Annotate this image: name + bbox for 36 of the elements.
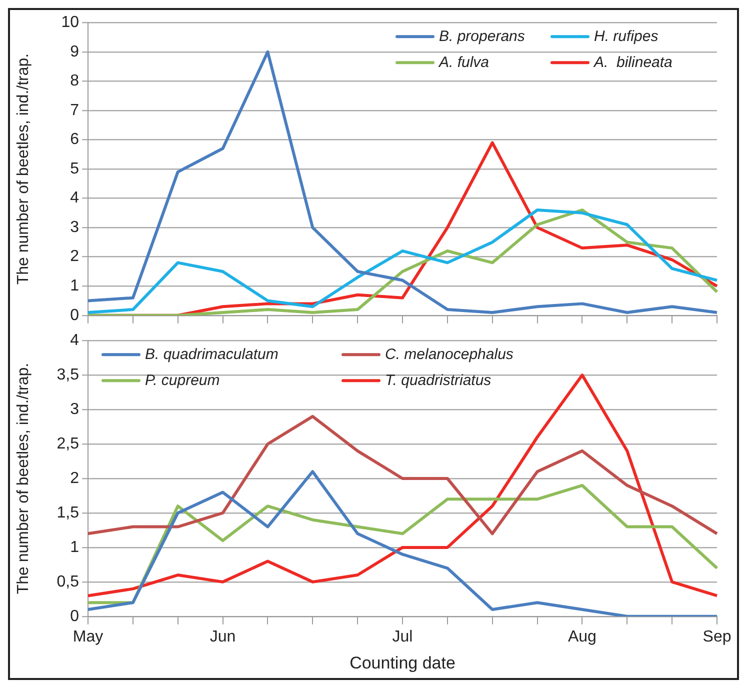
- y-tick-label: 2: [70, 248, 80, 266]
- y-tick-label: 4: [70, 190, 80, 207]
- y-tick-label: 3,5: [56, 366, 80, 384]
- x-tick-label: Jul: [392, 628, 413, 646]
- y-tick-label: 1,5: [56, 504, 80, 522]
- x-tick-label: May: [72, 628, 104, 646]
- y-tick-label: 3: [70, 218, 80, 236]
- y-tick-label: 1: [70, 538, 80, 556]
- y-tick-label: 2: [70, 470, 80, 487]
- y-tick-label: 9: [70, 43, 80, 60]
- legend-label: B. quadrimaculatum: [145, 346, 278, 363]
- y-tick-label: 2,5: [56, 435, 80, 452]
- y-tick-label: 1: [70, 278, 80, 295]
- y-tick-label: 5: [70, 160, 80, 178]
- x-tick-label: Aug: [568, 628, 596, 646]
- y-tick-label: 8: [70, 72, 80, 90]
- legend-label: H. rufipes: [594, 28, 659, 45]
- y-axis-title: The number of beetles, ind./trap.: [15, 53, 32, 285]
- legend-label: A. bilineata: [593, 54, 672, 71]
- y-tick-label: 0: [70, 306, 80, 324]
- x-tick-label: Sep: [702, 628, 732, 646]
- legend-label: B. properans: [439, 28, 526, 45]
- y-tick-label: 6: [70, 131, 80, 148]
- legend-label: T. quadristriatus: [385, 372, 492, 389]
- legend-label: P. cupreum: [145, 372, 220, 389]
- x-axis-title: Counting date: [350, 653, 456, 672]
- y-tick-label: 3: [70, 400, 80, 418]
- y-tick-label: 7: [70, 102, 80, 119]
- legend-label: A. fulva: [438, 54, 490, 71]
- y-axis-title: The number of beetles, ind./trap.: [15, 362, 32, 594]
- y-tick-label: 10: [61, 14, 80, 32]
- legend-label: C. melanocephalus: [385, 346, 514, 363]
- y-tick-label: 0: [70, 608, 80, 625]
- y-tick-label: 4: [70, 332, 80, 350]
- y-tick-label: 0,5: [56, 573, 80, 590]
- x-tick-label: Jun: [210, 628, 236, 646]
